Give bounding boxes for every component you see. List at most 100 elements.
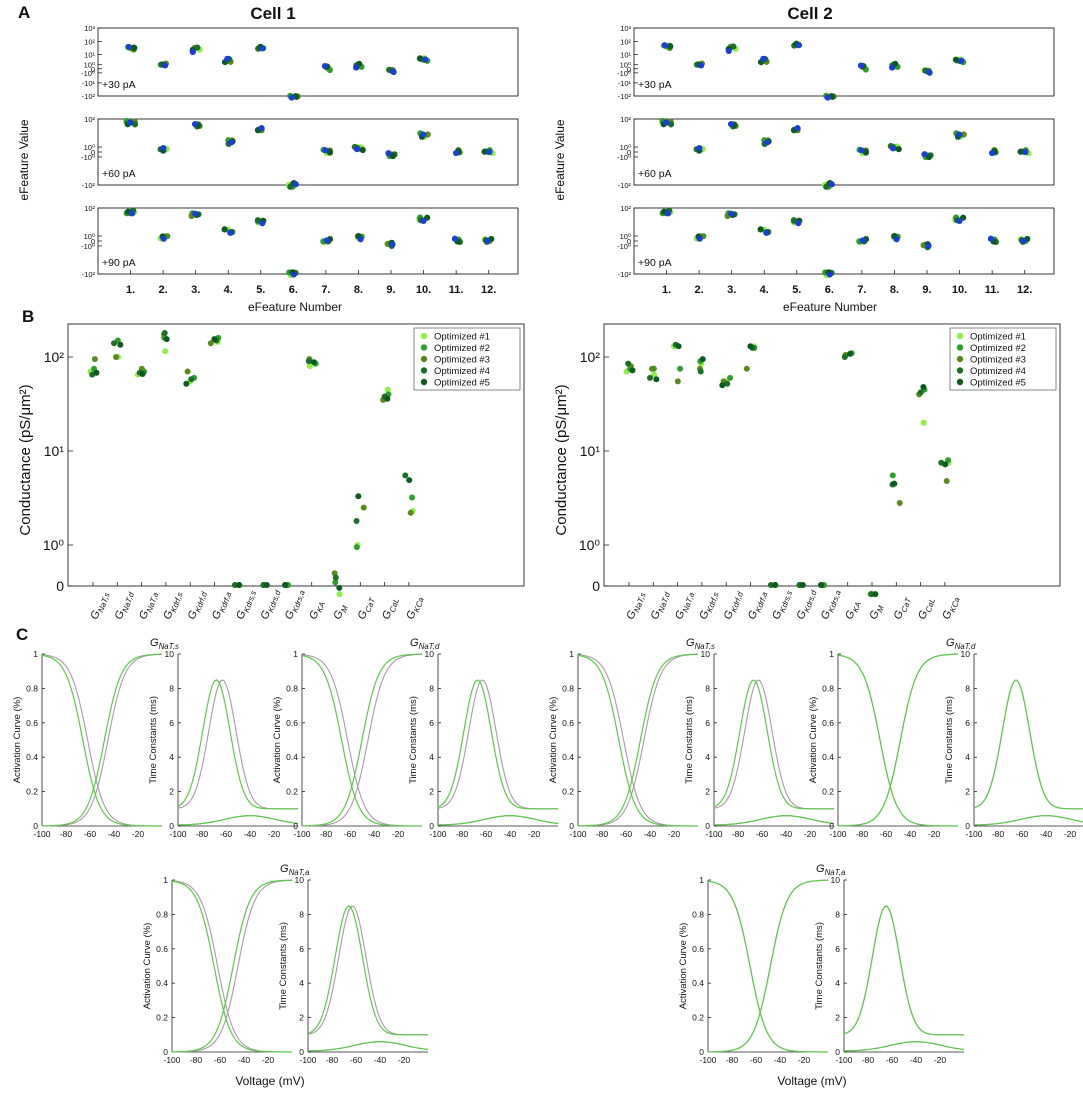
- panelA-ytick-label: 0: [91, 237, 95, 246]
- panelC-ytick-label: 0.4: [156, 978, 168, 988]
- panelC-curve: [301, 653, 423, 827]
- panelC-xtick-label: -40: [774, 1055, 787, 1065]
- panelC-ytick-label: 0: [299, 1047, 304, 1057]
- panelC-curve: [837, 654, 958, 827]
- panelC-xtick-label: -40: [504, 829, 517, 839]
- panelB-point: [646, 374, 653, 381]
- panelC-ytick-label: 0.4: [692, 978, 704, 988]
- panelC-ytick-label: 8: [429, 683, 434, 693]
- panelC-ylabel: Time Constants (ms): [408, 696, 419, 784]
- panelA-point: [481, 148, 488, 155]
- panelC-xtick-label: -80: [456, 829, 469, 839]
- panelB-legend-entry: Optimized #4: [434, 366, 490, 377]
- panelB-point: [629, 367, 636, 374]
- panelC-ylabel: Activation Curve (%): [12, 697, 23, 784]
- panelB-point: [139, 370, 146, 377]
- panelB-xtick-label: GKdrs,d: [259, 587, 283, 622]
- panelC-curve: [171, 880, 292, 1053]
- panelB-legend-entry: Optimized #1: [970, 332, 1026, 343]
- cell2-title: Cell 2: [787, 4, 832, 23]
- panelB-point: [117, 341, 124, 348]
- panelC-xtick-label: -40: [374, 1055, 387, 1065]
- panelC-ytick-label: 2: [835, 1013, 840, 1023]
- panelB-point: [872, 591, 879, 598]
- panelB-xtick-label: GKdrs,s: [234, 588, 258, 622]
- panelA-ytick-label: 10²: [84, 115, 95, 124]
- panelC-ytick-label: 0: [699, 1047, 704, 1057]
- panelB-cell1: 10²10¹10⁰0GNaT,sGNaT,dGNaT,aGKdrf,sGKdrf…: [43, 323, 525, 622]
- panelA-point-target: [389, 241, 396, 248]
- panelA-ytick-label: -10²: [82, 181, 96, 190]
- panelC-curve: [177, 679, 298, 810]
- panelC-xtick-label: -40: [910, 1055, 923, 1065]
- panelA-point-target: [763, 229, 770, 236]
- panelA-point-target: [227, 229, 234, 236]
- panelC-ytick-label: 1: [569, 649, 574, 659]
- panelA-point-target: [486, 148, 493, 156]
- panelA-ytick-label: -10⁰: [617, 69, 631, 78]
- panelA-point: [895, 146, 902, 153]
- panelB-point: [724, 380, 731, 387]
- panelB-legend-marker: [956, 355, 964, 363]
- panelA-point: [424, 131, 431, 138]
- panelC-ytick-label: 8: [299, 909, 304, 919]
- panelC-xtick-label: -80: [992, 829, 1005, 839]
- panelC-curve: [171, 879, 292, 1053]
- panelA-point-target: [925, 68, 932, 76]
- panelC-xtick-label: -100: [293, 829, 310, 839]
- panelA-point: [416, 55, 424, 62]
- panelB-point: [846, 350, 853, 357]
- panelC-xtick-label: -60: [84, 829, 97, 839]
- panelC-xtick-label: -100: [829, 829, 846, 839]
- panelA-point-target: [452, 149, 460, 157]
- panelA-row-label: +60 pA: [638, 168, 672, 180]
- panelC-channel-title: GNaT,a: [280, 863, 310, 877]
- panelA-point-target: [760, 55, 767, 62]
- panelC-ytick-label: 2: [705, 787, 710, 797]
- panelA-xtick-label: 7.: [857, 284, 866, 296]
- panelB-point: [891, 480, 898, 487]
- panelA-point-target: [824, 94, 831, 101]
- panelA-xtick-label: 2.: [159, 284, 168, 296]
- panelB-point: [653, 376, 660, 383]
- panelC-cell2-nats: 0 0.2 0.4 0.6 0.8 1 -100 -80 -60 -40 -20 Activation…: [548, 637, 835, 839]
- panelB-point: [91, 356, 98, 363]
- panelB-xtick-label: GKdrf,s: [161, 589, 184, 621]
- panelC-curve: [843, 905, 964, 1036]
- panelB-legend-entry: Optimized #2: [970, 343, 1026, 354]
- panelB-point: [207, 340, 214, 347]
- panelB-point: [310, 359, 317, 366]
- panelA-xtick-label: 10.: [952, 284, 967, 296]
- panelA-point: [359, 146, 366, 154]
- panelA-point-target: [160, 235, 167, 242]
- panelA-point-target: [921, 151, 928, 158]
- panelA-point: [730, 43, 737, 50]
- panelA-xtick-label: 6.: [825, 284, 834, 296]
- panelB-xtick-label: GM: [332, 602, 350, 621]
- panelC-xtick-label: -20: [268, 829, 281, 839]
- panelC-ytick-label: 0.2: [286, 787, 298, 797]
- panelC-xtick-label: -20: [392, 829, 405, 839]
- panelA-point-target: [987, 235, 995, 242]
- panelA-point: [131, 121, 139, 128]
- panelA-point: [925, 153, 933, 161]
- panelA-ytick-label: 10¹: [84, 51, 95, 60]
- panelC-xtick-label: -20: [398, 1055, 411, 1065]
- panelC-ytick-label: 0.6: [822, 718, 834, 728]
- panelC-ytick-label: 8: [705, 683, 710, 693]
- panelB-point: [336, 584, 343, 591]
- panelA-point-target: [323, 237, 330, 244]
- panelC-ytick-label: 6: [705, 718, 710, 728]
- panelA-ytick-label: -10²: [618, 181, 632, 190]
- panelB-point: [332, 574, 339, 581]
- panelC-ytick-label: 4: [705, 752, 710, 762]
- panelA-point: [194, 44, 201, 51]
- panelA-point-target: [725, 47, 732, 55]
- panelA-point-target: [258, 125, 265, 132]
- panelB-legend-entry: Optimized #2: [434, 343, 490, 354]
- panelA-point-target: [224, 55, 231, 62]
- panelC-ytick-label: 2: [429, 787, 434, 797]
- panelC-ylabel: Activation Curve (%): [142, 923, 153, 1010]
- panelC-channel-title: GNaT,d: [410, 637, 440, 651]
- panelA-xtick-label: 5.: [256, 284, 265, 296]
